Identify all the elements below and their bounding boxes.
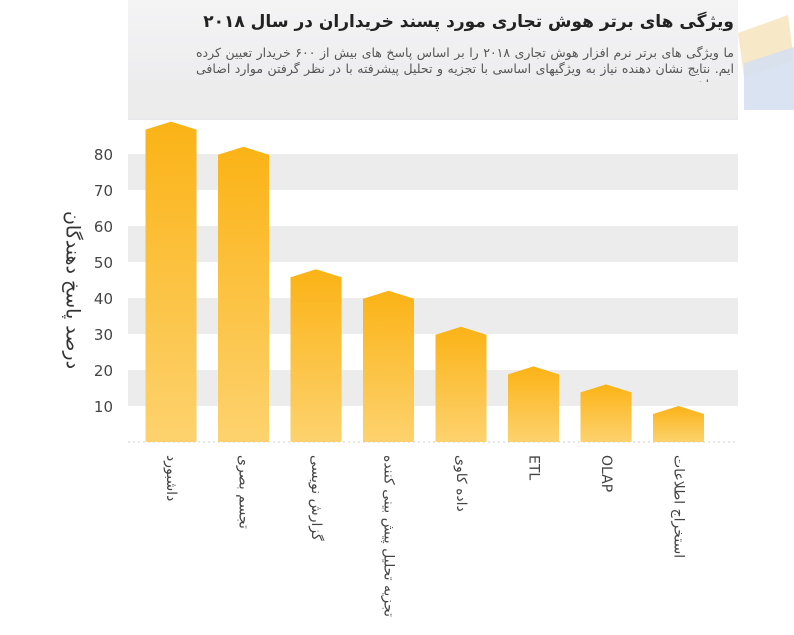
bar	[363, 290, 414, 442]
x-tick-label: داشبورد	[163, 455, 179, 501]
x-tick-label: تجزیه تحلیل پیش بینی کننده	[381, 455, 397, 617]
y-tick-label: 10	[94, 398, 113, 416]
y-axis-title: درصد پاسخ دهندگان	[62, 211, 85, 369]
bars	[145, 121, 704, 443]
y-tick-label: 50	[94, 254, 113, 272]
y-axis-ticks: 10 20 30 40 50 60 70 80	[94, 146, 113, 416]
cube-bottom-face	[744, 47, 794, 110]
y-tick-label: 70	[94, 182, 113, 200]
chart-title: ویژگی های برتر هوش تجاری مورد پسند خریدا…	[203, 12, 734, 32]
y-tick-label: 20	[94, 362, 113, 380]
bar	[145, 121, 197, 442]
bar	[435, 326, 487, 442]
x-tick-label: گزارش نویسی	[308, 455, 325, 541]
bar	[653, 406, 704, 442]
x-tick-label: تجسم بصری	[236, 455, 252, 529]
y-axis-title-box: درصد پاسخ دهندگان	[62, 211, 85, 369]
bar	[290, 269, 342, 442]
y-tick-label: 80	[94, 146, 113, 164]
y-tick-label: 60	[94, 218, 113, 236]
bar	[218, 146, 269, 443]
x-tick-label: ETL	[526, 455, 542, 480]
grid-band	[128, 82, 738, 118]
bar	[508, 366, 559, 442]
decorative-cube-icon	[738, 15, 794, 110]
x-axis-labels: داشبورد تجسم بصری گزارش نویسی تجزیه تحلیل پ…	[163, 455, 687, 617]
y-tick-label: 30	[94, 326, 113, 344]
x-tick-label: داده کاوی	[453, 455, 469, 512]
bar	[580, 384, 632, 442]
x-tick-label: استخراج اطلاعات	[671, 455, 687, 558]
x-tick-label: OLAP	[598, 455, 614, 492]
y-tick-label: 40	[94, 290, 113, 308]
